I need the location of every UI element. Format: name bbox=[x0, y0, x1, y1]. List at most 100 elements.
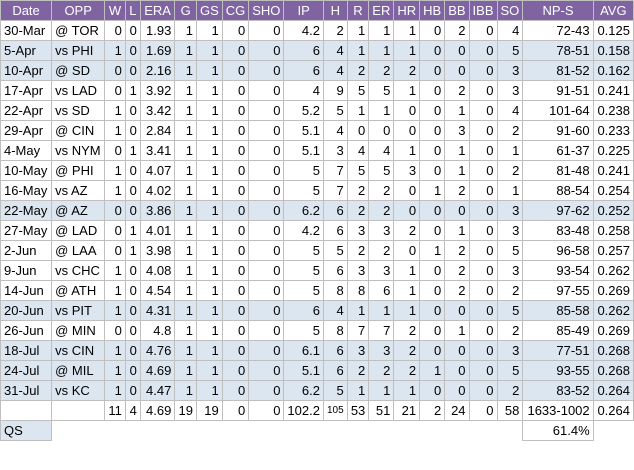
cell-date[interactable]: 31-Jul bbox=[0, 380, 53, 401]
cell-ibb[interactable]: 0 bbox=[468, 60, 498, 81]
cell-ip[interactable]: 5.1 bbox=[283, 140, 324, 161]
cell-w[interactable]: 1 bbox=[104, 360, 126, 381]
total-hr[interactable]: 21 bbox=[393, 400, 421, 421]
cell-so[interactable]: 2 bbox=[496, 280, 524, 301]
column-header-cg[interactable]: CG bbox=[221, 0, 250, 21]
cell-ip[interactable]: 5 bbox=[283, 180, 324, 201]
cell-ibb[interactable]: 0 bbox=[468, 280, 498, 301]
cell-cg[interactable]: 0 bbox=[221, 140, 250, 161]
cell-ibb[interactable]: 0 bbox=[468, 260, 498, 281]
cell-avg[interactable]: 0.254 bbox=[592, 180, 634, 201]
cell-r[interactable]: 2 bbox=[346, 360, 370, 381]
cell-so[interactable]: 2 bbox=[496, 320, 524, 341]
cell-avg[interactable]: 0.268 bbox=[592, 360, 634, 381]
cell-avg[interactable]: 0.238 bbox=[592, 100, 634, 121]
cell-l[interactable]: 0 bbox=[124, 180, 141, 201]
cell-w[interactable]: 1 bbox=[104, 380, 126, 401]
cell-cg[interactable]: 0 bbox=[221, 160, 250, 181]
cell-l[interactable]: 1 bbox=[124, 140, 141, 161]
cell-cg[interactable]: 0 bbox=[221, 60, 250, 81]
column-header-gs[interactable]: GS bbox=[195, 0, 223, 21]
total-hb[interactable]: 2 bbox=[419, 400, 446, 421]
cell-h[interactable]: 5 bbox=[322, 100, 348, 121]
cell-r[interactable]: 8 bbox=[346, 280, 370, 301]
cell-w[interactable]: 1 bbox=[104, 180, 126, 201]
cell-cg[interactable]: 0 bbox=[221, 280, 250, 301]
cell-g[interactable]: 1 bbox=[174, 40, 197, 61]
cell-nps[interactable]: 83-48 bbox=[522, 220, 594, 241]
cell-date[interactable]: 14-Jun bbox=[0, 280, 53, 301]
cell-so[interactable]: 3 bbox=[496, 260, 524, 281]
cell-er[interactable]: 1 bbox=[368, 20, 395, 41]
cell-nps[interactable]: 97-55 bbox=[522, 280, 594, 301]
column-header-hb[interactable]: HB bbox=[419, 0, 446, 21]
cell-sho[interactable]: 0 bbox=[248, 60, 285, 81]
column-header-l[interactable]: L bbox=[124, 0, 141, 21]
cell-ip[interactable]: 6.2 bbox=[283, 200, 324, 221]
cell-sho[interactable]: 0 bbox=[248, 320, 285, 341]
cell-date[interactable]: 4-May bbox=[0, 140, 53, 161]
cell-avg[interactable]: 0.162 bbox=[592, 60, 634, 81]
cell-sho[interactable]: 0 bbox=[248, 160, 285, 181]
cell-r[interactable]: 1 bbox=[346, 20, 370, 41]
cell-l[interactable]: 1 bbox=[124, 80, 141, 101]
cell-h[interactable]: 5 bbox=[322, 380, 348, 401]
cell-date[interactable]: 5-Apr bbox=[0, 40, 53, 61]
cell-ip[interactable]: 5 bbox=[283, 240, 324, 261]
cell-l[interactable]: 1 bbox=[124, 240, 141, 261]
cell-hb[interactable]: 1 bbox=[419, 180, 446, 201]
qs-label[interactable]: QS bbox=[0, 420, 53, 441]
cell-h[interactable]: 6 bbox=[322, 200, 348, 221]
cell-avg[interactable]: 0.257 bbox=[592, 240, 634, 261]
cell-hb[interactable]: 0 bbox=[419, 340, 446, 361]
cell-gs[interactable]: 1 bbox=[195, 20, 223, 41]
cell-hr[interactable]: 0 bbox=[393, 180, 421, 201]
cell-so[interactable]: 1 bbox=[496, 140, 524, 161]
cell-hb[interactable]: 0 bbox=[419, 100, 446, 121]
cell-r[interactable]: 0 bbox=[346, 120, 370, 141]
column-header-sho[interactable]: SHO bbox=[248, 0, 285, 21]
cell-nps[interactable]: 78-51 bbox=[522, 40, 594, 61]
column-header-so[interactable]: SO bbox=[496, 0, 524, 21]
cell-opp[interactable]: vs LAD bbox=[51, 80, 106, 101]
cell-bb[interactable]: 0 bbox=[444, 200, 470, 221]
cell-cg[interactable]: 0 bbox=[221, 320, 250, 341]
cell-er[interactable]: 2 bbox=[368, 240, 395, 261]
cell-ip[interactable]: 5 bbox=[283, 320, 324, 341]
cell-hb[interactable]: 1 bbox=[419, 360, 446, 381]
cell-sho[interactable]: 0 bbox=[248, 80, 285, 101]
cell-ibb[interactable]: 0 bbox=[468, 140, 498, 161]
cell-era[interactable]: 4.69 bbox=[139, 360, 176, 381]
cell-ibb[interactable]: 0 bbox=[468, 20, 498, 41]
cell-gs[interactable]: 1 bbox=[195, 380, 223, 401]
cell-ibb[interactable]: 0 bbox=[468, 320, 498, 341]
cell-date[interactable]: 18-Jul bbox=[0, 340, 53, 361]
cell-ip[interactable]: 5.1 bbox=[283, 360, 324, 381]
cell-opp[interactable]: vs SD bbox=[51, 100, 106, 121]
cell-opp[interactable]: vs CHC bbox=[51, 260, 106, 281]
cell-date[interactable]: 20-Jun bbox=[0, 300, 53, 321]
cell-date[interactable]: 24-Jul bbox=[0, 360, 53, 381]
cell-bb[interactable]: 0 bbox=[444, 300, 470, 321]
cell-gs[interactable]: 1 bbox=[195, 280, 223, 301]
cell-hr[interactable]: 1 bbox=[393, 300, 421, 321]
cell-era[interactable]: 4.07 bbox=[139, 160, 176, 181]
cell-w[interactable]: 1 bbox=[104, 40, 126, 61]
cell-w[interactable]: 1 bbox=[104, 260, 126, 281]
cell-r[interactable]: 2 bbox=[346, 240, 370, 261]
cell-w[interactable]: 0 bbox=[104, 60, 126, 81]
cell-date[interactable]: 29-Apr bbox=[0, 120, 53, 141]
cell-ip[interactable]: 5 bbox=[283, 260, 324, 281]
cell-w[interactable]: 0 bbox=[104, 320, 126, 341]
cell-date[interactable]: 30-Mar bbox=[0, 20, 53, 41]
cell-er[interactable]: 2 bbox=[368, 360, 395, 381]
cell-g[interactable]: 1 bbox=[174, 280, 197, 301]
cell-ibb[interactable]: 0 bbox=[468, 80, 498, 101]
column-header-opp[interactable]: OPP bbox=[51, 0, 106, 21]
cell-avg[interactable]: 0.269 bbox=[592, 320, 634, 341]
total-so[interactable]: 58 bbox=[496, 400, 524, 421]
cell-hr[interactable]: 2 bbox=[393, 360, 421, 381]
cell-cg[interactable]: 0 bbox=[221, 100, 250, 121]
cell-hb[interactable]: 0 bbox=[419, 60, 446, 81]
qs-value[interactable]: 61.4% bbox=[522, 420, 594, 441]
